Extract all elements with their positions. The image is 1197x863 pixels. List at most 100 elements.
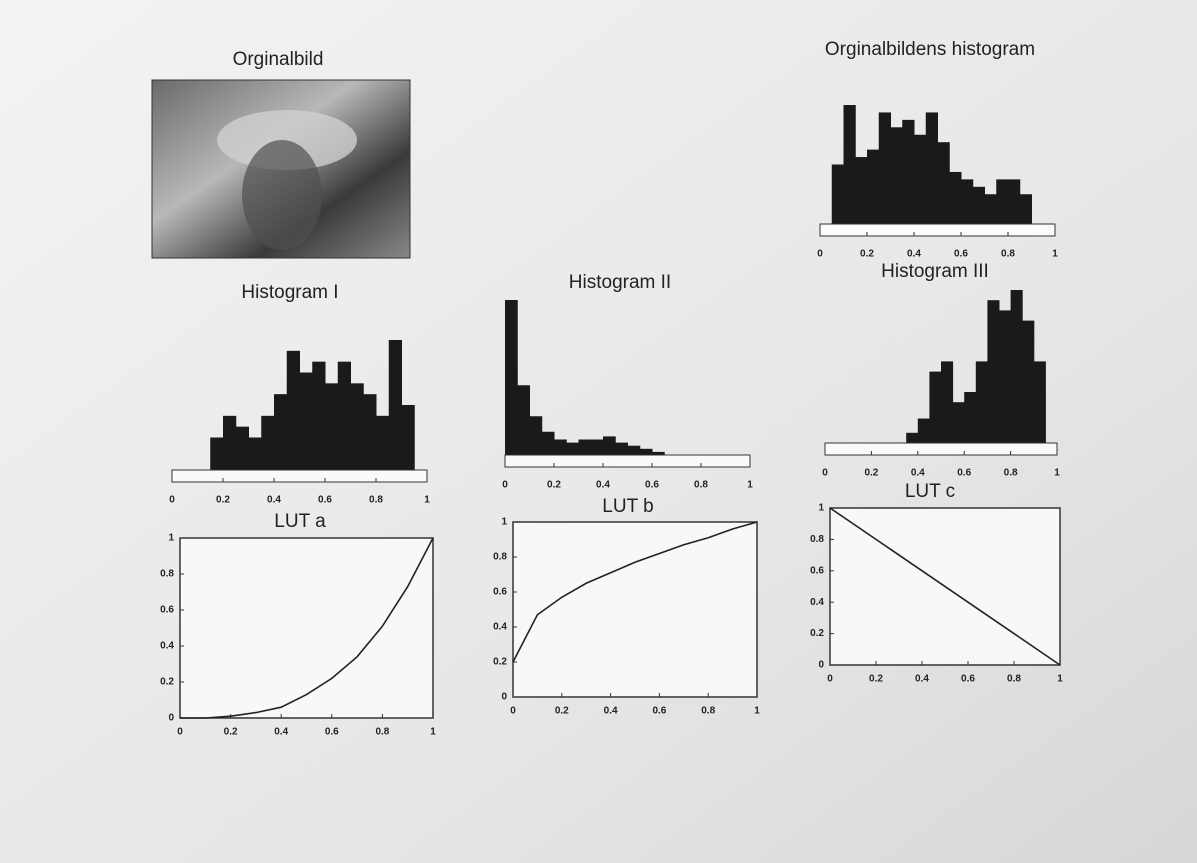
chart-title: LUT a [274, 511, 326, 532]
image-detail [217, 110, 357, 170]
histogram-bar [363, 394, 377, 470]
x-tick-label: 0.2 [555, 706, 569, 717]
x-tick-label: 0.2 [860, 249, 874, 260]
chart-title: Histogram I [241, 282, 338, 303]
y-tick-label: 0.8 [160, 569, 174, 580]
y-tick-label: 0.6 [160, 605, 174, 616]
histogram-bar [917, 418, 930, 443]
histogram-bar [312, 361, 326, 470]
histogram-bar [388, 340, 402, 470]
y-tick-label: 0.4 [160, 641, 174, 652]
line [512, 521, 758, 663]
axis-strip [504, 454, 751, 468]
histogram-bar [1019, 194, 1032, 224]
histogram-bar [350, 383, 364, 470]
x-tick-label: 0.8 [1007, 674, 1021, 685]
y-tick-label: 1 [818, 503, 824, 514]
histogram-bar [325, 383, 339, 470]
x-tick-label: 0.6 [645, 480, 659, 491]
line [829, 507, 1061, 666]
x-tick-label: 0.4 [274, 727, 288, 738]
y-tick-label: 0.6 [493, 587, 507, 598]
histogram-bar [590, 439, 604, 455]
histogram-bar [843, 105, 856, 224]
histogram-bar [541, 431, 555, 455]
x-tick-label: 1 [1052, 249, 1058, 260]
histogram-bar [952, 402, 965, 443]
x-tick-label: 1 [754, 706, 760, 717]
histogram-bar [578, 439, 592, 455]
x-tick-label: 0.2 [864, 468, 878, 479]
histogram-bar [603, 436, 616, 455]
histogram-bar [975, 361, 988, 443]
x-tick-label: 1 [1057, 674, 1063, 685]
x-tick-label: 0.2 [224, 727, 238, 738]
histogram-bar [517, 385, 530, 455]
histogram-bar [639, 448, 653, 455]
y-tick-label: 0.8 [493, 552, 507, 563]
histogram-bar [855, 157, 868, 224]
histogram-bar [261, 415, 275, 470]
histogram-bar [566, 442, 579, 455]
plot-area [512, 521, 758, 698]
x-tick-label: 0.4 [907, 249, 921, 260]
x-tick-label: 0 [817, 249, 823, 260]
histogram-bar [964, 392, 977, 443]
histogram-bar [996, 179, 1009, 224]
histogram-bar [987, 300, 1000, 443]
axis-strip [171, 469, 428, 483]
y-tick-label: 0.2 [810, 628, 824, 639]
histogram-bar [376, 415, 390, 470]
histogram-bar [1008, 179, 1021, 224]
histogram-bar [627, 445, 641, 455]
histogram-bar [902, 119, 915, 224]
x-tick-label: 0 [822, 468, 828, 479]
x-tick-label: 1 [747, 480, 753, 491]
histogram-bar [961, 179, 974, 224]
x-tick-label: 0.8 [375, 727, 389, 738]
x-tick-label: 0.4 [915, 674, 929, 685]
histogram-bar [337, 361, 351, 470]
y-tick-label: 0.4 [810, 597, 824, 608]
y-tick-label: 0 [501, 692, 507, 703]
chart-title: Histogram III [881, 261, 989, 282]
x-tick-label: 0.6 [325, 727, 339, 738]
histogram-bar [999, 310, 1012, 443]
x-tick-label: 0 [502, 480, 508, 491]
y-tick-label: 1 [168, 533, 174, 544]
y-tick-label: 0.8 [810, 534, 824, 545]
histogram-bar [1010, 290, 1023, 443]
x-tick-label: 0.8 [369, 495, 383, 506]
x-tick-label: 0.4 [911, 468, 925, 479]
histogram-bar [890, 127, 903, 224]
x-tick-label: 0 [169, 495, 175, 506]
histogram-bar [949, 171, 962, 224]
histogram-bar [984, 194, 997, 224]
chart-title: Orginalbildens histogram [825, 39, 1035, 60]
histogram-bar [925, 112, 938, 224]
y-tick-label: 0.2 [160, 677, 174, 688]
histogram-bar [937, 142, 950, 224]
y-tick-label: 0 [168, 713, 174, 724]
histogram-bar [554, 439, 567, 455]
histogram-bar [941, 361, 954, 443]
y-tick-label: 0.2 [493, 657, 507, 668]
x-tick-label: 0 [510, 706, 516, 717]
x-tick-label: 0.2 [547, 480, 561, 491]
axis-strip [819, 223, 1056, 237]
histogram-bar [1022, 320, 1035, 443]
x-tick-label: 0.6 [652, 706, 666, 717]
x-tick-label: 0.8 [1001, 249, 1015, 260]
histogram-bar [867, 149, 880, 224]
x-tick-label: 0.8 [1004, 468, 1018, 479]
x-tick-label: 1 [430, 727, 436, 738]
axis-strip [824, 442, 1058, 456]
x-tick-label: 0.2 [216, 495, 230, 506]
y-tick-label: 0.6 [810, 565, 824, 576]
histogram-bar [286, 350, 300, 470]
x-tick-label: 0.6 [961, 674, 975, 685]
x-tick-label: 0 [177, 727, 183, 738]
chart-title: Orginalbild [233, 49, 324, 70]
